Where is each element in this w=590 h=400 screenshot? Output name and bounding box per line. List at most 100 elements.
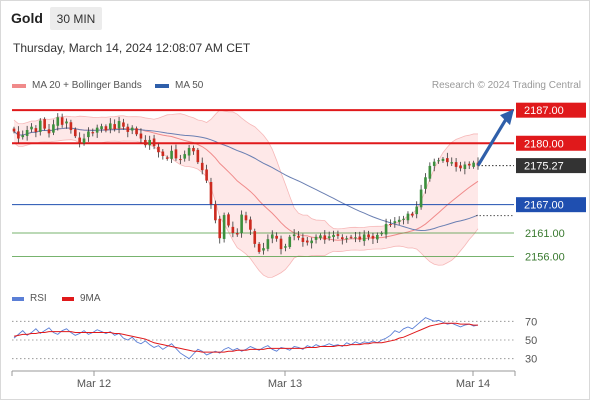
timeframe-button[interactable]: 30 MIN — [50, 7, 102, 30]
candle-body — [349, 236, 353, 238]
candle-body — [441, 158, 445, 161]
candle-body — [358, 236, 362, 240]
candle-body — [292, 234, 296, 237]
legend-ma50-label: MA 50 — [175, 80, 204, 91]
candle-body — [47, 129, 51, 134]
rsi-ma-line — [13, 322, 478, 353]
candle-body — [266, 239, 270, 249]
candle-body — [38, 120, 42, 132]
candle-body — [65, 121, 68, 124]
candle-body — [78, 137, 81, 144]
candle-body — [270, 234, 274, 239]
candle-body — [305, 240, 309, 243]
candle-body — [262, 248, 265, 251]
candle-body — [459, 165, 462, 169]
level-label-2167.00: 2167.00 — [524, 200, 564, 212]
candle-body — [218, 218, 222, 239]
candle-body — [415, 206, 419, 215]
candle-body — [380, 233, 384, 235]
candle-body — [297, 235, 300, 238]
candle-body — [472, 162, 475, 167]
candle-body — [52, 124, 55, 133]
last-price-label: 2175.27 — [524, 161, 564, 173]
candle-body — [135, 128, 138, 135]
candle-body — [235, 233, 239, 235]
ma50-line — [13, 127, 479, 231]
candle-body — [73, 129, 77, 137]
candle-body — [354, 237, 357, 239]
candle-body — [122, 122, 125, 127]
candle-body — [12, 128, 16, 132]
candle-body — [56, 117, 60, 126]
last-price-tag — [516, 158, 586, 174]
instrument-title: Gold — [11, 10, 43, 26]
candle-body — [275, 235, 278, 239]
candle-body — [437, 160, 440, 162]
candle-body — [253, 231, 257, 244]
level-label-2187.00: 2187.00 — [524, 105, 564, 117]
candle-body — [389, 224, 392, 226]
rsi-line — [13, 317, 479, 360]
candle-body — [95, 127, 99, 133]
level-label-2180.00: 2180.00 — [524, 138, 564, 150]
candle-body — [60, 117, 64, 125]
candle-body — [91, 132, 95, 134]
level-tag-2187.00 — [516, 102, 586, 118]
candle-body — [34, 128, 38, 132]
legend-rsi-swatch — [12, 296, 24, 301]
bollinger-upper-line — [13, 109, 479, 230]
candle-body — [214, 204, 217, 221]
candle-body — [419, 189, 423, 208]
rsi-level-label-50: 50 — [525, 335, 537, 347]
legend-9ma: 9MA — [62, 293, 101, 304]
candle-body — [117, 121, 121, 129]
x-tick-label-2: Mar 14 — [456, 378, 490, 390]
candle-body — [148, 139, 152, 146]
candle-body — [69, 122, 73, 131]
candle-body — [170, 150, 173, 159]
candle-body — [222, 215, 226, 239]
candle-body — [432, 161, 436, 166]
forecast-arrow-head — [500, 109, 514, 126]
legend-rsi-label: RSI — [30, 293, 47, 304]
candle-body — [319, 235, 322, 239]
candle-body — [467, 163, 471, 166]
legend-rsi: RSI — [12, 293, 47, 304]
candle-body — [314, 236, 318, 240]
candle-body — [450, 162, 454, 164]
candle-body — [393, 221, 397, 224]
candle-body — [165, 157, 169, 159]
candle-body — [17, 131, 20, 139]
candle-body — [463, 164, 467, 170]
candle-body — [130, 127, 134, 131]
candle-body — [43, 119, 46, 129]
candle-body — [411, 213, 414, 216]
candle-body — [345, 238, 348, 240]
candle-body — [279, 238, 283, 250]
legend-ma20-label: MA 20 + Bollinger Bands — [32, 80, 142, 91]
candle-body — [113, 124, 116, 130]
level-label-2156.00: 2156.00 — [525, 252, 565, 264]
candle-body — [336, 234, 340, 236]
candle-body — [257, 243, 261, 252]
candle-body — [82, 138, 86, 144]
candle-body — [376, 234, 379, 240]
legend-9ma-swatch — [62, 296, 74, 301]
candle-body — [192, 147, 195, 152]
candle-body — [446, 158, 449, 163]
candle-body — [332, 234, 335, 238]
candle-body — [240, 214, 243, 234]
level-label-2161.00: 2161.00 — [525, 228, 565, 240]
candle-body — [205, 169, 208, 181]
candle-body — [152, 138, 156, 147]
source-credit: Research © 2024 Trading Central — [431, 80, 581, 91]
candle-body — [327, 236, 331, 239]
rsi-level-label-30: 30 — [525, 354, 537, 366]
candle-body — [406, 213, 410, 221]
x-tick-label-1: Mar 13 — [268, 378, 302, 390]
bollinger-band — [14, 109, 478, 278]
candle-body — [183, 154, 187, 159]
candle-body — [21, 135, 25, 138]
candle-body — [424, 177, 427, 189]
